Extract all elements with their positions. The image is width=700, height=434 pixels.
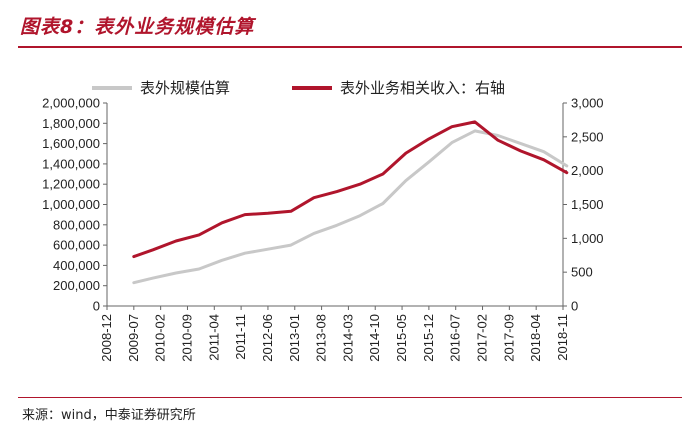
x-tick-label: 2013-08 — [314, 314, 329, 362]
chart-area: 表外规模估算 表外业务相关收入：右轴 0 200,000 400,000 600,00… — [42, 79, 603, 362]
x-tick-label: 2008-12 — [99, 314, 114, 362]
x-tick-label: 2018-11 — [555, 314, 570, 361]
series-line-scale — [132, 129, 569, 285]
x-tick-label: 2011-04 — [206, 314, 221, 361]
y-right-tick-label: 500 — [571, 265, 593, 280]
x-tick-label: 2012-06 — [260, 314, 275, 362]
y-left-tick-label: 600,000 — [53, 238, 100, 253]
y-left-tick-label: 1,600,000 — [42, 136, 100, 151]
x-tick-label: 2014-10 — [367, 314, 382, 362]
y-left-tick-label: 1,800,000 — [42, 116, 100, 131]
series-line-income — [132, 120, 569, 259]
x-tick-label: 2009-07 — [126, 314, 141, 362]
axes: 0 200,000 400,000 600,000 800,000 1,000,000 1,… — [42, 96, 603, 362]
legend-label-income: 表外业务相关收入：右轴 — [340, 79, 505, 97]
y-right-tick-label: 0 — [571, 299, 578, 314]
y-right-tick-label: 2,500 — [571, 129, 604, 144]
x-tick-label: 2010-02 — [153, 314, 168, 362]
legend-label-scale: 表外规模估算 — [140, 79, 230, 97]
x-tick-label: 2015-05 — [394, 314, 409, 362]
y-right-tick-label: 1,000 — [571, 231, 604, 246]
plot-lines — [132, 120, 569, 285]
x-tick-label: 2016-07 — [448, 314, 463, 362]
y-left-tick-label: 1,400,000 — [42, 156, 100, 171]
x-tick-label: 2018-04 — [528, 314, 543, 362]
y-left-tick-label: 0 — [93, 299, 100, 314]
legend: 表外规模估算 表外业务相关收入：右轴 — [92, 79, 505, 97]
x-tick-label: 2015-12 — [421, 314, 436, 362]
y-left-tick-label: 1,200,000 — [42, 177, 100, 192]
y-right-tick-label: 1,500 — [571, 197, 604, 212]
y-right-tick-label: 3,000 — [571, 96, 604, 111]
x-tick-label: 2010-09 — [179, 314, 194, 362]
x-tick-label: 2011-11 — [233, 314, 248, 360]
x-tick-label: 2013-01 — [287, 314, 302, 362]
x-tick-label: 2014-03 — [340, 314, 355, 362]
y-left-tick-label: 2,000,000 — [42, 96, 100, 111]
x-tick-label: 2017-09 — [501, 314, 516, 362]
y-left-tick-label: 800,000 — [53, 217, 100, 232]
y-left-tick-label: 400,000 — [53, 258, 100, 273]
source-note: 来源：wind，中泰证券研究所 — [22, 408, 196, 423]
title-rule — [18, 46, 682, 48]
x-tick-label: 2017-02 — [475, 314, 490, 362]
y-left-tick-label: 1,000,000 — [42, 197, 100, 212]
y-right-tick-label: 2,000 — [571, 163, 604, 178]
source-rule — [18, 397, 682, 398]
y-left-tick-label: 200,000 — [53, 278, 100, 293]
figure-title: 图表8：表外业务规模估算 — [20, 16, 255, 38]
